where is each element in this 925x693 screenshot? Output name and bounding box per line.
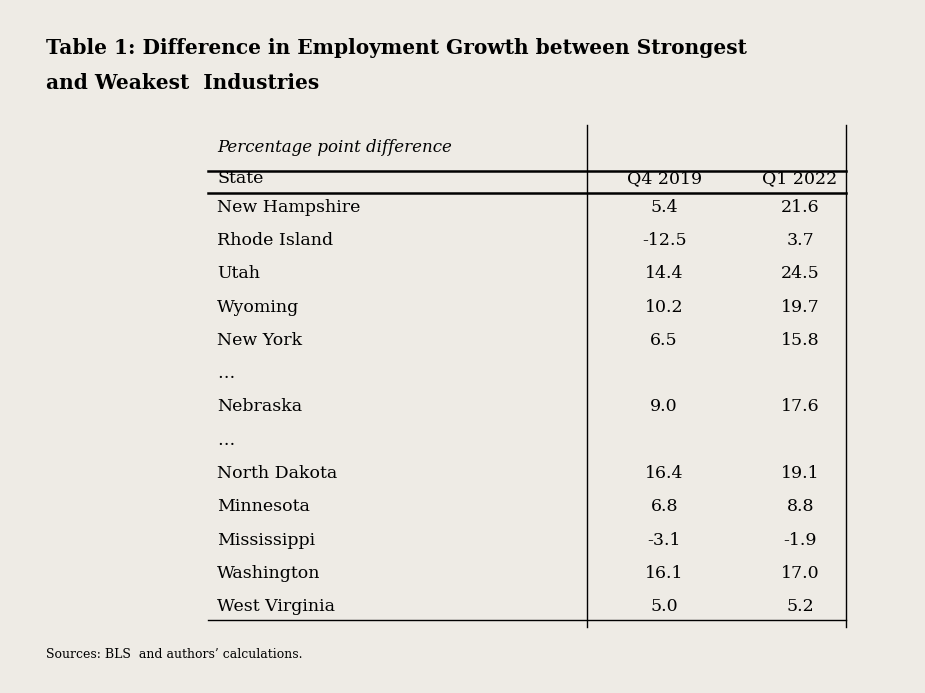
- Text: 24.5: 24.5: [781, 265, 820, 283]
- Text: 10.2: 10.2: [645, 299, 684, 316]
- Text: 5.4: 5.4: [650, 199, 678, 216]
- Text: 19.1: 19.1: [781, 465, 820, 482]
- Text: 16.1: 16.1: [645, 565, 684, 582]
- Text: 6.8: 6.8: [650, 498, 678, 516]
- Text: 17.6: 17.6: [781, 398, 820, 416]
- Text: 21.6: 21.6: [781, 199, 820, 216]
- Text: and Weakest  Industries: and Weakest Industries: [46, 73, 319, 93]
- Text: Wyoming: Wyoming: [217, 299, 300, 316]
- Text: …: …: [217, 365, 235, 383]
- Text: -12.5: -12.5: [642, 232, 686, 249]
- Text: State: State: [217, 170, 264, 187]
- Text: Sources: BLS  and authors’ calculations.: Sources: BLS and authors’ calculations.: [46, 648, 302, 661]
- Text: 3.7: 3.7: [786, 232, 814, 249]
- Text: North Dakota: North Dakota: [217, 465, 338, 482]
- Text: 14.4: 14.4: [645, 265, 684, 283]
- Text: Table 1: Difference in Employment Growth between Strongest: Table 1: Difference in Employment Growth…: [46, 38, 747, 58]
- Text: -3.1: -3.1: [648, 532, 681, 549]
- Text: Rhode Island: Rhode Island: [217, 232, 334, 249]
- Text: 9.0: 9.0: [650, 398, 678, 416]
- Text: …: …: [217, 432, 235, 449]
- Text: -1.9: -1.9: [783, 532, 817, 549]
- Text: 16.4: 16.4: [645, 465, 684, 482]
- Text: Utah: Utah: [217, 265, 260, 283]
- Text: 5.0: 5.0: [650, 598, 678, 615]
- Text: 6.5: 6.5: [650, 332, 678, 349]
- Text: Nebraska: Nebraska: [217, 398, 302, 416]
- Text: 19.7: 19.7: [781, 299, 820, 316]
- Text: Q4 2019: Q4 2019: [626, 170, 702, 187]
- Text: New York: New York: [217, 332, 302, 349]
- Text: 5.2: 5.2: [786, 598, 814, 615]
- Text: Minnesota: Minnesota: [217, 498, 310, 516]
- Text: Washington: Washington: [217, 565, 321, 582]
- Text: 15.8: 15.8: [781, 332, 820, 349]
- Text: West Virginia: West Virginia: [217, 598, 336, 615]
- Text: Mississippi: Mississippi: [217, 532, 315, 549]
- Text: Q1 2022: Q1 2022: [762, 170, 838, 187]
- Text: New Hampshire: New Hampshire: [217, 199, 361, 216]
- Text: 8.8: 8.8: [786, 498, 814, 516]
- Text: 17.0: 17.0: [781, 565, 820, 582]
- Text: Percentage point difference: Percentage point difference: [217, 139, 452, 156]
